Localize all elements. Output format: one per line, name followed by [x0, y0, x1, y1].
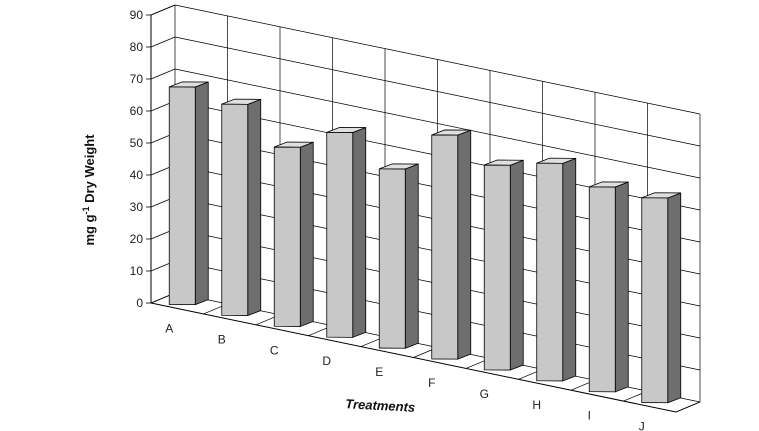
bar-E: [378, 163, 419, 349]
category-label-J: J: [639, 420, 645, 431]
bar-D: [326, 126, 367, 338]
bar-front-face: [483, 164, 511, 371]
gridline-side: [150, 36, 176, 48]
y-tick-label: 90: [130, 8, 144, 22]
bar-F: [431, 129, 472, 360]
x-axis-title: Treatments: [345, 396, 416, 415]
category-label-A: A: [165, 321, 173, 335]
category-label-F: F: [428, 376, 435, 390]
bar-J: [641, 192, 682, 404]
bar-I: [588, 181, 629, 393]
bar-H: [536, 157, 577, 382]
side-wall-top: [150, 4, 176, 16]
bar-side-face: [614, 181, 629, 393]
bar-series: [168, 81, 682, 404]
y-tick-label: 60: [130, 104, 144, 118]
bar-side-face: [404, 163, 419, 349]
bar-side-face: [562, 157, 577, 382]
y-tick-label: 80: [130, 40, 144, 54]
bar-B: [221, 98, 262, 317]
category-label-C: C: [270, 343, 279, 357]
x-axis-line: [150, 302, 677, 413]
bar-front-face: [431, 134, 459, 360]
category-label-B: B: [218, 332, 226, 346]
bar-G: [483, 159, 524, 371]
bar-front-face: [588, 186, 616, 393]
gridline-side: [150, 68, 176, 80]
category-label-G: G: [480, 387, 489, 401]
bar-front-face: [378, 168, 406, 349]
bar-front-face: [221, 103, 249, 316]
category-label-I: I: [588, 409, 591, 423]
floor-right-edge: [675, 401, 701, 413]
bar-front-face: [641, 197, 669, 404]
bar-side-face: [667, 192, 682, 404]
x-axis-categories: A B C D E F G H I J: [165, 321, 645, 431]
bar-A: [168, 81, 209, 306]
y-tick-label: 30: [130, 200, 144, 214]
bar-side-face: [299, 141, 314, 328]
bar-front-face: [273, 146, 301, 327]
bar-side-face: [247, 98, 262, 317]
y-axis-title: mg g-1 Dry Weight: [81, 134, 97, 246]
bar-side-face: [352, 126, 367, 338]
bar-side-face: [457, 129, 472, 360]
y-axis-ticks: 0 10 20 30 40 50 60 70 80 90: [130, 8, 151, 310]
y-tick-label: 40: [130, 168, 144, 182]
bar-C: [273, 141, 314, 328]
bar-front-face: [326, 131, 354, 338]
y-tick-label: 70: [130, 72, 144, 86]
y-tick-label: 20: [130, 232, 144, 246]
y-tick-label: 0: [136, 296, 143, 310]
y-tick-label: 10: [130, 264, 144, 278]
y-tick-label: 50: [130, 136, 144, 150]
category-label-D: D: [322, 354, 331, 368]
bar-side-face: [509, 159, 524, 371]
bar-front-face: [168, 86, 196, 306]
category-label-E: E: [375, 365, 383, 379]
bar-side-face: [194, 81, 209, 306]
bar-front-face: [536, 162, 564, 382]
category-label-H: H: [532, 398, 541, 412]
